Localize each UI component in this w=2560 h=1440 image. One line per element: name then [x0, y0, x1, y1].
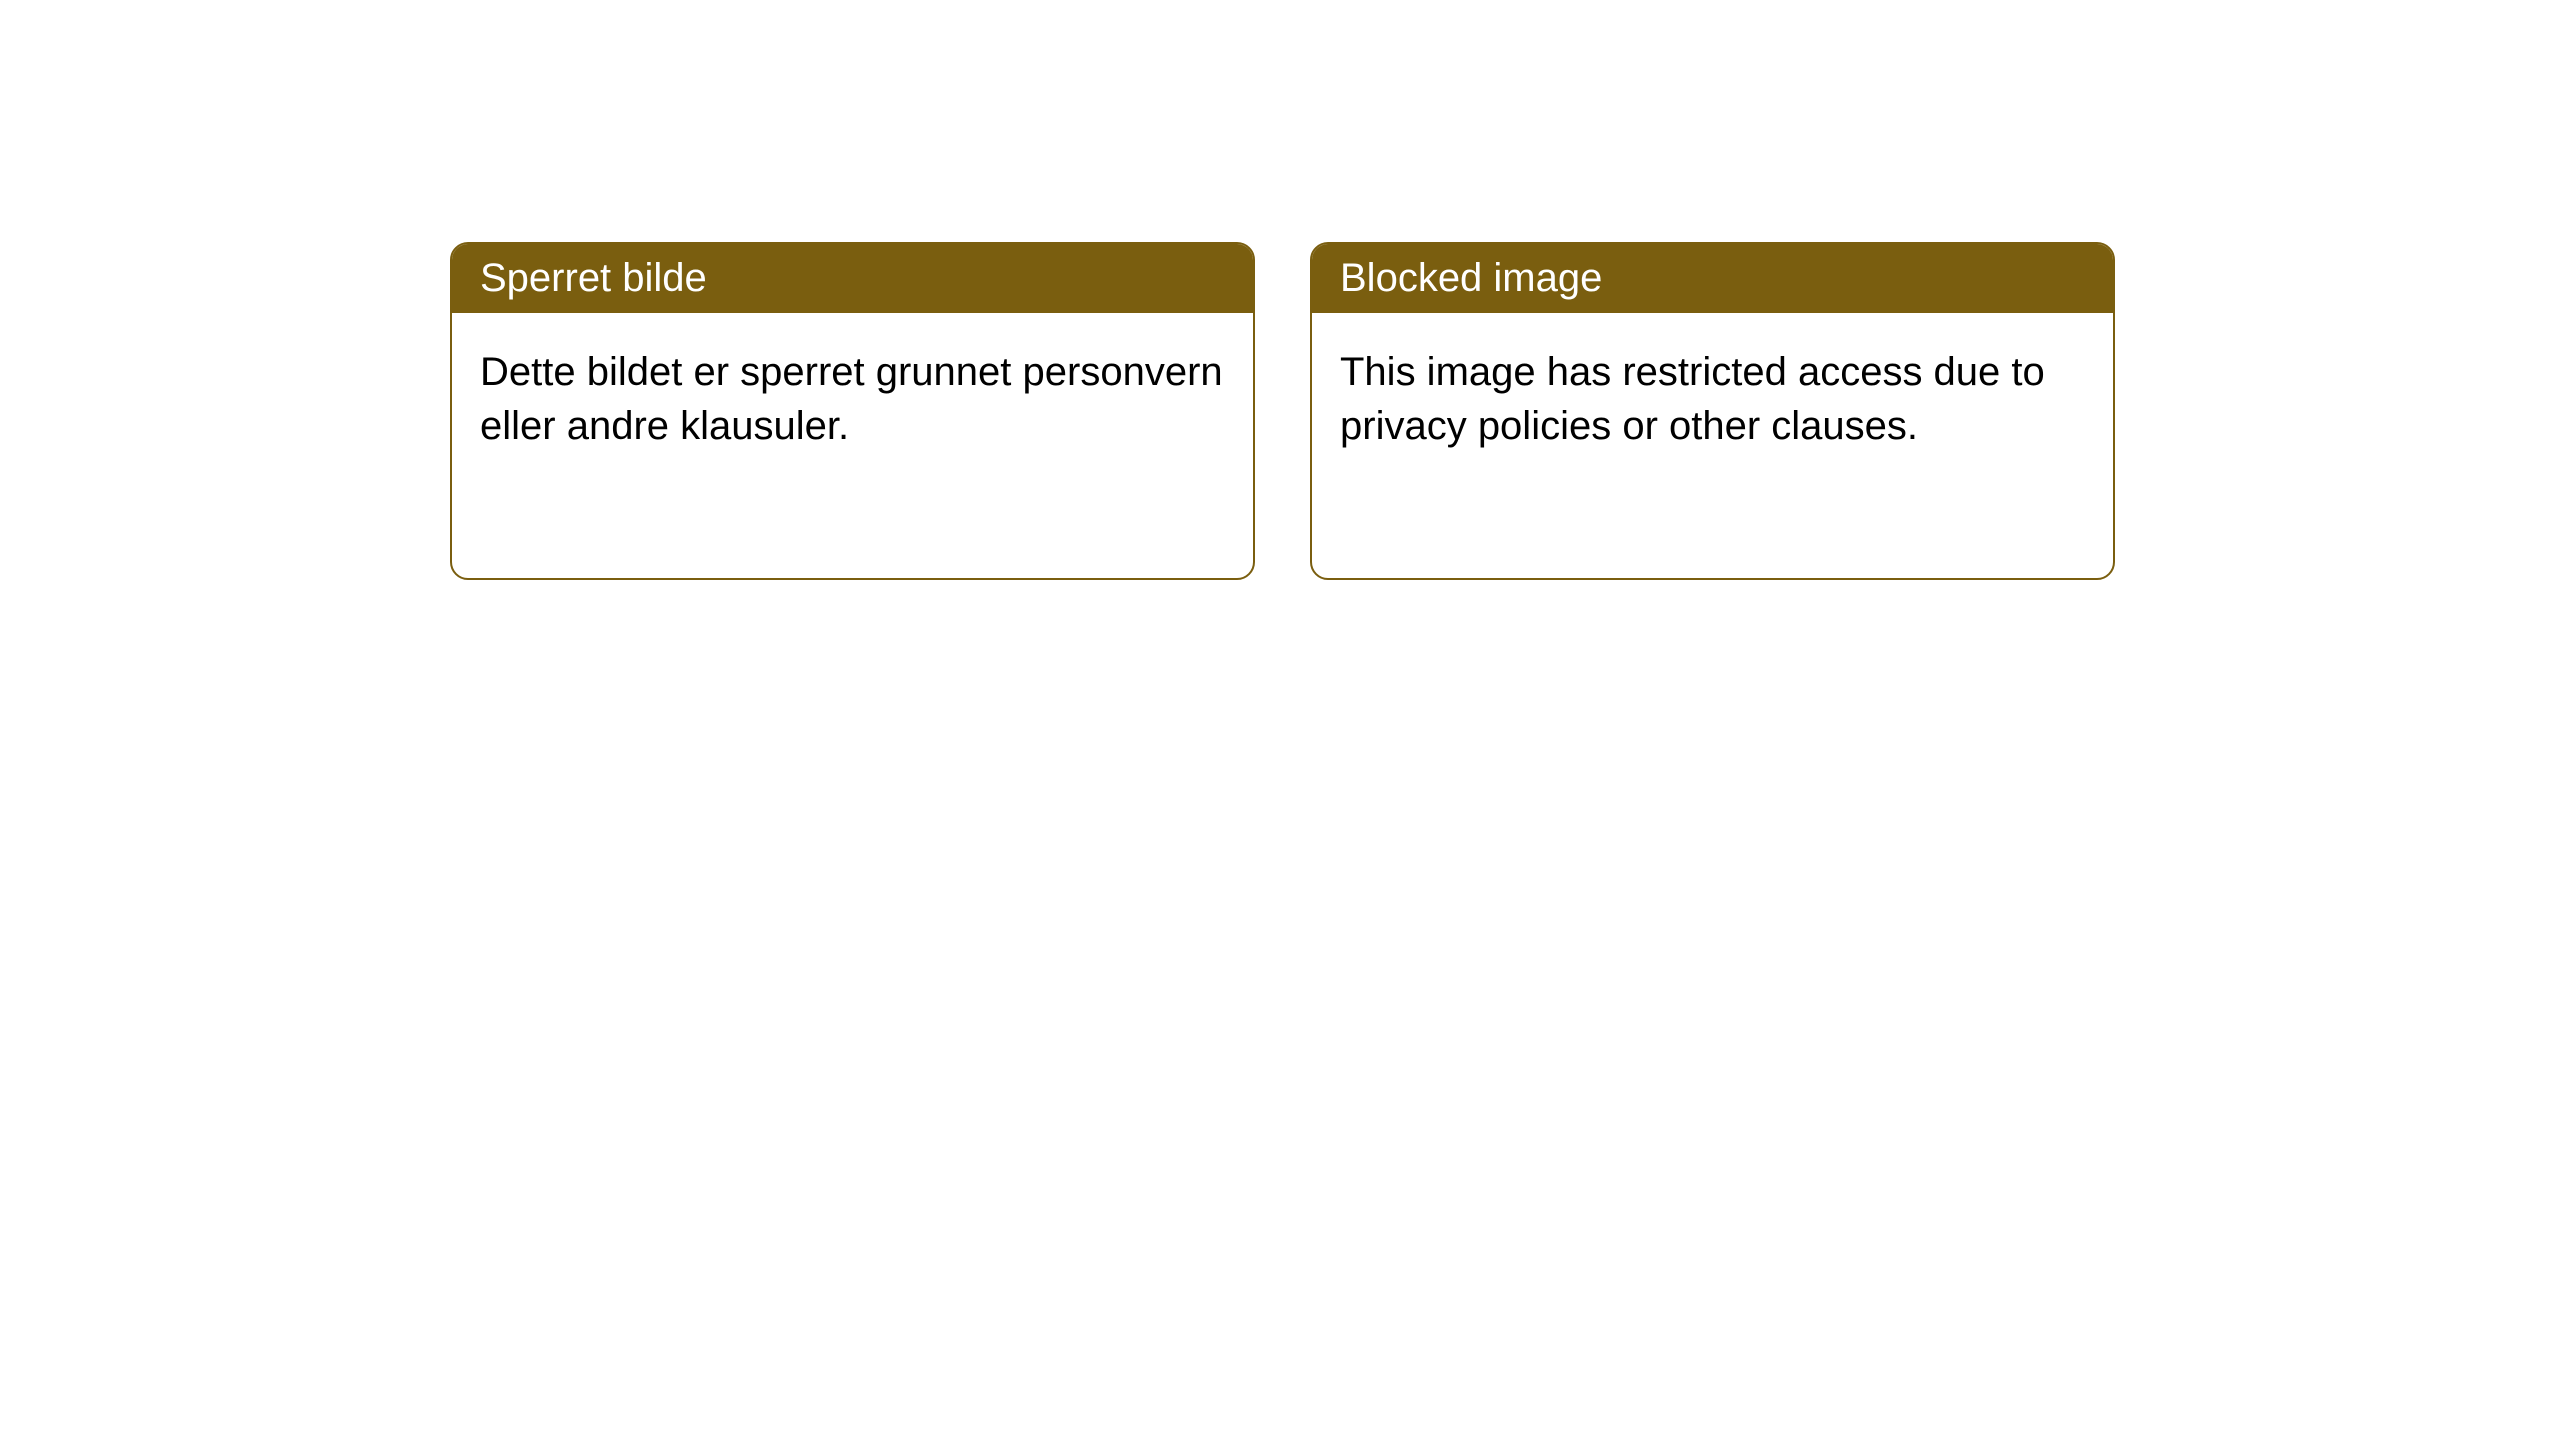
notice-card-english: Blocked image This image has restricted …	[1310, 242, 2115, 580]
notice-card-norwegian: Sperret bilde Dette bildet er sperret gr…	[450, 242, 1255, 580]
notice-header: Sperret bilde	[452, 244, 1253, 313]
notice-header: Blocked image	[1312, 244, 2113, 313]
notice-body-text: This image has restricted access due to …	[1340, 350, 2045, 448]
notice-container: Sperret bilde Dette bildet er sperret gr…	[450, 242, 2115, 580]
notice-title: Blocked image	[1340, 256, 1602, 300]
notice-body: This image has restricted access due to …	[1312, 313, 2113, 485]
notice-body-text: Dette bildet er sperret grunnet personve…	[480, 350, 1223, 448]
notice-body: Dette bildet er sperret grunnet personve…	[452, 313, 1253, 485]
notice-title: Sperret bilde	[480, 256, 707, 300]
